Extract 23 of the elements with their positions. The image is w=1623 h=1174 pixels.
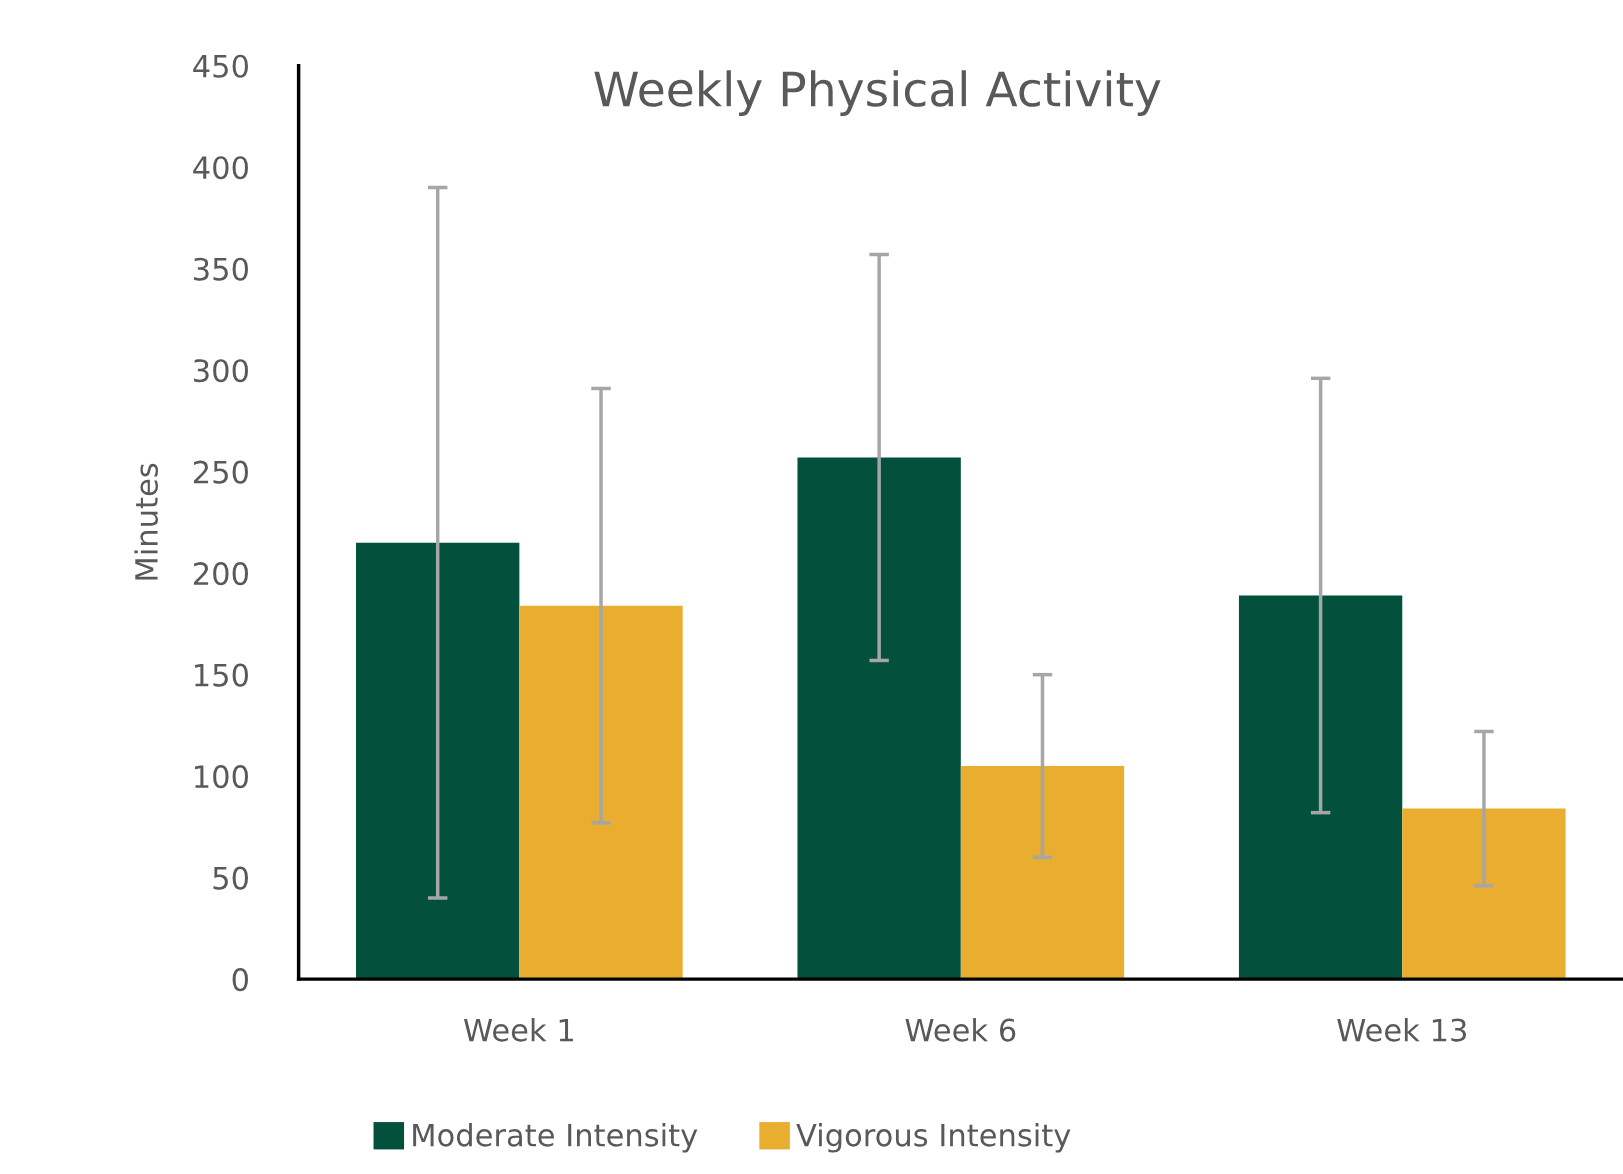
legend-label: Vigorous Intensity [796,1122,1071,1153]
y-tick-label: 150 [195,663,248,687]
y-tick-label: 400 [193,156,248,180]
y-axis-title: Minutes [134,463,158,580]
bar [1238,595,1403,980]
x-tick-label: Week 1 [463,1018,573,1042]
bar [1402,808,1566,980]
legend-label: Moderate Intensity [413,1122,698,1153]
bar [519,605,683,980]
chart-title: Weekly Physical Activity [594,70,1161,116]
bar [960,766,1125,980]
x-tick-label: Week 13 [1337,1018,1466,1042]
bar [797,457,961,980]
y-tick-label: 100 [195,765,248,789]
y-tick-label: 350 [194,257,248,281]
y-tick-label: 200 [193,562,248,586]
y-tick-label: 0 [232,968,248,992]
y-tick-label: 300 [194,359,248,383]
y-tick-label: 50 [213,866,248,890]
bar [356,542,520,980]
x-tick-label: Week 6 [905,1018,1016,1042]
y-tick-label: 450 [193,54,248,78]
y-tick-label: 250 [193,460,248,484]
